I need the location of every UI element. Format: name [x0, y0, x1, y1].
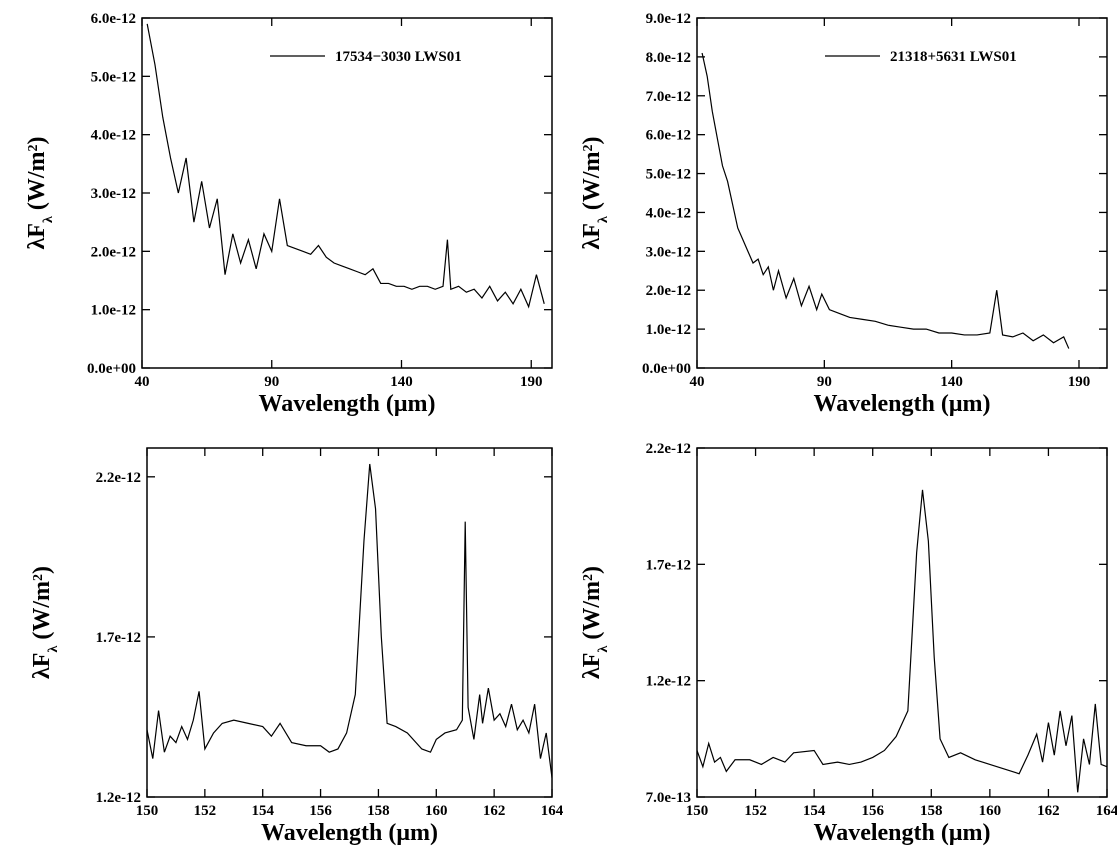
x-tick-label: 40 — [690, 374, 705, 390]
x-tick-label: 160 — [425, 803, 448, 819]
panel: 150 152 154 156 158 160 162 164 7.0e-13 1.2e-12 1.… — [579, 441, 1117, 846]
x-tick-label: 140 — [390, 374, 413, 390]
y-axis-label-part: λF — [579, 223, 605, 249]
y-axis-label: λFλ (W/m2) — [579, 566, 611, 679]
y-axis-label-part: ) — [579, 566, 605, 574]
x-tick-label: 162 — [483, 803, 506, 819]
x-tick-label: 150 — [136, 803, 159, 819]
y-axis-label-part: λF — [24, 223, 50, 249]
x-tick-label: 164 — [541, 803, 564, 819]
y-tick-label: 4.0e-12 — [646, 205, 691, 221]
y-tick-label: 3.0e-12 — [646, 244, 691, 260]
x-tick-label: 152 — [194, 803, 217, 819]
y-tick-label: 6.0e-12 — [91, 11, 136, 27]
x-tick-label: 164 — [1096, 803, 1117, 819]
y-axis-label-part: λ — [41, 216, 56, 223]
y-axis-label-part: ) — [29, 566, 55, 574]
y-axis-label-part: 2 — [581, 145, 596, 152]
y-axis-label-part: 2 — [31, 574, 46, 581]
y-tick-label: 6.0e-12 — [646, 128, 691, 144]
x-axis-label: Wavelength (μm) — [814, 391, 991, 417]
y-tick-label: 2.0e-12 — [91, 244, 136, 260]
y-tick-label: 1.7e-12 — [646, 557, 691, 573]
y-axis-label-part: 2 — [26, 145, 41, 152]
y-axis-label-part: ) — [24, 137, 50, 145]
x-tick-label: 158 — [367, 803, 390, 819]
panel: 150 152 154 156 158 160 162 164 1.2e-12 1.7e-12 2.… — [29, 447, 564, 846]
y-tick-label: 0.0e+00 — [87, 361, 136, 377]
y-axis-label-part: (W/m — [24, 151, 50, 216]
y-tick-label: 1.0e-12 — [646, 322, 691, 338]
plot-frame — [146, 447, 553, 798]
spectrum-line — [146, 23, 545, 309]
y-tick-label: 7.0e-13 — [646, 790, 691, 806]
spectrum-line — [701, 52, 1070, 349]
y-axis-label-part: λF — [579, 653, 605, 679]
x-tick-label: 90 — [817, 374, 832, 390]
y-tick-label: 1.0e-12 — [91, 303, 136, 319]
y-tick-label: 3.0e-12 — [91, 186, 136, 202]
y-tick-label: 2.2e-12 — [96, 470, 141, 486]
x-tick-label: 154 — [251, 803, 274, 819]
y-tick-label: 1.7e-12 — [96, 630, 141, 646]
x-tick-label: 158 — [920, 803, 943, 819]
legend-label: 21318+5631 LWS01 — [890, 49, 1017, 65]
y-axis-label-part: λ — [596, 216, 611, 223]
y-tick-label: 2.2e-12 — [646, 441, 691, 457]
x-tick-label: 150 — [686, 803, 709, 819]
y-tick-label: 8.0e-12 — [646, 50, 691, 66]
plot-frame — [696, 447, 1108, 798]
spectrum-line — [147, 463, 552, 778]
y-tick-label: 5.0e-12 — [646, 167, 691, 183]
y-tick-label: 9.0e-12 — [646, 11, 691, 27]
y-axis-label-part: (W/m — [579, 151, 605, 216]
x-tick-label: 162 — [1037, 803, 1060, 819]
y-axis-label: λFλ (W/m2) — [24, 137, 56, 250]
x-tick-label: 140 — [940, 374, 963, 390]
x-tick-label: 90 — [264, 374, 279, 390]
x-axis-label: Wavelength (μm) — [261, 820, 438, 846]
y-tick-label: 4.0e-12 — [91, 128, 136, 144]
x-tick-label: 190 — [520, 374, 543, 390]
y-tick-label: 2.0e-12 — [646, 283, 691, 299]
x-tick-label: 156 — [861, 803, 884, 819]
y-axis-label-part: λF — [29, 653, 55, 679]
panel: 40 90 140 190 0.0e+00 1.0e-12 2.0e-12 3.0e-12 4.… — [579, 11, 1108, 417]
x-axis-label: Wavelength (μm) — [814, 820, 991, 846]
y-axis-label-part: 2 — [581, 574, 596, 581]
x-tick-label: 160 — [979, 803, 1002, 819]
y-axis-label-part: ) — [579, 137, 605, 145]
y-axis-label-part: (W/m — [579, 581, 605, 646]
y-axis-label-part: λ — [596, 646, 611, 653]
y-tick-label: 7.0e-12 — [646, 89, 691, 105]
panel: 40 90 140 190 0.0e+00 1.0e-12 2.0e-12 3.0e-12 4.… — [24, 11, 553, 417]
y-axis-label-part: λ — [46, 646, 61, 653]
y-axis-label: λFλ (W/m2) — [579, 137, 611, 250]
legend-label: 17534−3030 LWS01 — [335, 49, 462, 65]
x-tick-label: 156 — [309, 803, 332, 819]
x-tick-label: 152 — [744, 803, 767, 819]
x-tick-label: 154 — [803, 803, 826, 819]
x-tick-label: 40 — [135, 374, 150, 390]
y-tick-label: 1.2e-12 — [646, 674, 691, 690]
y-tick-label: 5.0e-12 — [91, 69, 136, 85]
y-tick-label: 1.2e-12 — [96, 790, 141, 806]
y-axis-label-part: (W/m — [29, 581, 55, 646]
x-axis-label: Wavelength (μm) — [259, 391, 436, 417]
y-axis-label: λFλ (W/m2) — [29, 566, 61, 679]
x-tick-label: 190 — [1068, 374, 1091, 390]
spectrum-line — [697, 489, 1107, 793]
plot-frame — [696, 17, 1108, 369]
y-tick-label: 0.0e+00 — [642, 361, 691, 377]
